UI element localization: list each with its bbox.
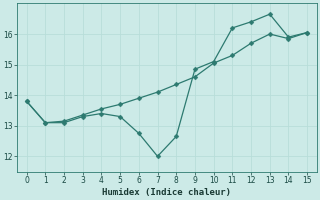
X-axis label: Humidex (Indice chaleur): Humidex (Indice chaleur): [102, 188, 231, 197]
